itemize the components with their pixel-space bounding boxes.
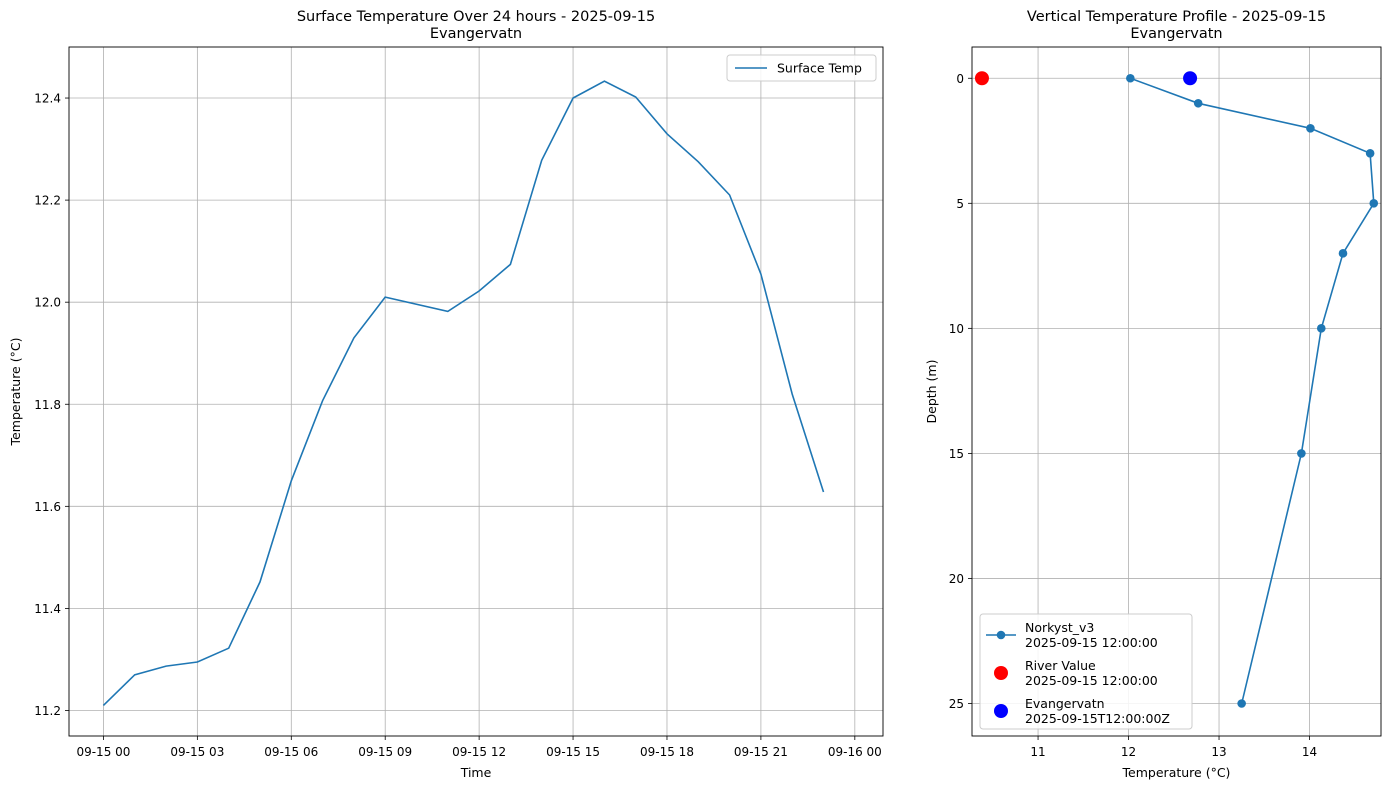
- x-tick-label: 09-15 09: [358, 745, 412, 759]
- legend-marker-river-value: [994, 666, 1008, 680]
- y-tick-label: 12.4: [34, 92, 61, 106]
- series-point-norkyst: [1338, 249, 1348, 258]
- chart-subtitle: Evangervatn: [430, 26, 522, 42]
- series-line-surface-temp: [102, 80, 825, 706]
- river-value-point: [974, 71, 989, 86]
- series-point-norkyst: [1365, 148, 1375, 158]
- chart-title: Vertical Temperature Profile - 2025-09-1…: [1027, 9, 1326, 25]
- legend-box: [979, 613, 1193, 730]
- legend-label-river-value: 2025-09-15 12:00:00: [1025, 673, 1158, 688]
- legend-box: [726, 54, 877, 82]
- x-tick-label: 13: [1211, 745, 1226, 759]
- y-tick-label: 11.4: [34, 602, 61, 616]
- x-tick-label: 11: [1030, 745, 1045, 759]
- x-tick-label: 09-15 21: [734, 745, 788, 759]
- series-point-norkyst: [1306, 123, 1315, 133]
- y-tick-label: 15: [949, 447, 964, 461]
- legend-marker-evangervatn: [994, 704, 1008, 718]
- y-tick-label: 25: [949, 697, 964, 711]
- y-tick-label: 10: [949, 322, 964, 336]
- legend-label-norkyst: Norkyst_v3: [1025, 620, 1094, 635]
- chart-title: Surface Temperature Over 24 hours - 2025…: [297, 9, 655, 25]
- legend-marker-norkyst: [996, 630, 1006, 640]
- evangervatn-point: [1183, 71, 1198, 86]
- series-point-norkyst: [1126, 73, 1135, 83]
- series-point-norkyst: [1316, 324, 1326, 333]
- x-tick-label: 09-15 00: [76, 745, 130, 759]
- y-tick-label: 5: [956, 197, 964, 211]
- series-point-norkyst: [1369, 199, 1379, 208]
- x-tick-label: 14: [1302, 745, 1317, 759]
- y-axis-label: Temperature (°C): [8, 338, 23, 447]
- x-tick-label: 12: [1121, 745, 1136, 759]
- series-point-norkyst: [1193, 98, 1203, 108]
- x-axis-label: Time: [460, 765, 492, 780]
- plot-frame: [68, 46, 884, 737]
- legend-label-river-value: River Value: [1025, 658, 1096, 673]
- legend: Surface Temp: [726, 54, 877, 82]
- x-tick-label: 09-15 12: [452, 745, 506, 759]
- x-axis-label: Temperature (°C): [1122, 765, 1231, 780]
- series-line-norkyst: [1130, 77, 1375, 704]
- legend-label-evangervatn: Evangervatn: [1025, 696, 1105, 711]
- y-tick-label: 11.6: [34, 500, 61, 514]
- legend-label-evangervatn: 2025-09-15T12:00:00Z: [1025, 711, 1170, 726]
- x-tick-label: 09-16 00: [828, 745, 882, 759]
- x-tick-label: 09-15 06: [264, 745, 318, 759]
- left-chart: 09-15 00 09-15 03 09-15 06 09-15 09 09-15 12…: [8, 9, 884, 780]
- y-tick-label: 11.2: [34, 704, 61, 718]
- chart-subtitle: Evangervatn: [1130, 26, 1222, 42]
- right-chart: 11 12 13 14 0 5 10 15 20 25 Vertical Temperature P…: [924, 9, 1382, 780]
- series-point-norkyst: [1297, 449, 1306, 458]
- y-tick-label: 12.2: [34, 194, 61, 208]
- legend-label-norkyst: 2025-09-15 12:00:00: [1025, 635, 1158, 650]
- x-tick-label: 09-15 18: [640, 745, 694, 759]
- y-tick-label: 11.8: [34, 398, 61, 412]
- legend-label-surface-temp: Surface Temp: [777, 61, 862, 76]
- y-tick-label: 0: [956, 72, 964, 86]
- y-axis-label: Depth (m): [924, 360, 939, 424]
- x-tick-label: 09-15 03: [170, 745, 224, 759]
- y-tick-label: 12.0: [34, 296, 61, 310]
- plot-frame: [971, 46, 1382, 737]
- series-point-norkyst: [1237, 699, 1246, 708]
- x-tick-label: 09-15 15: [546, 745, 600, 759]
- y-tick-label: 20: [949, 572, 964, 586]
